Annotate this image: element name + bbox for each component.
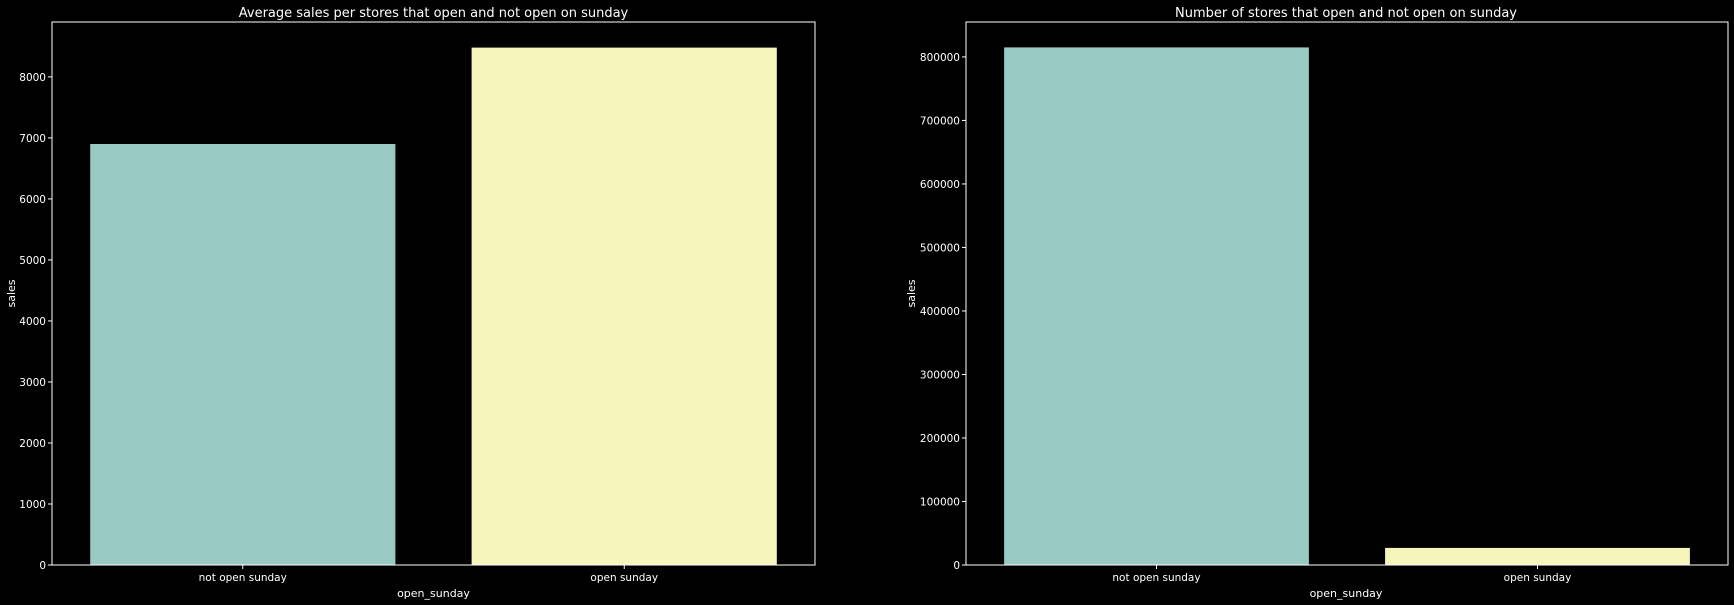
y-tick-label: 3000	[19, 377, 46, 389]
y-tick-label: 1000	[19, 499, 46, 511]
x-axis-label: open_sunday	[397, 587, 470, 600]
x-axis-label: open_sunday	[1310, 587, 1383, 600]
y-tick-label: 4000	[19, 316, 46, 328]
axes-frame	[965, 21, 1729, 566]
y-tick-label: 400000	[920, 306, 960, 318]
x-tick-label: open sunday	[1504, 572, 1572, 584]
y-tick-label: 300000	[920, 369, 960, 381]
y-tick-label: 200000	[920, 433, 960, 445]
y-tick-label: 2000	[19, 438, 46, 450]
y-axis: 0 100000 200000 300000 400000 500000 600000 700…	[920, 52, 966, 572]
bar-1	[471, 47, 777, 566]
bar-0	[90, 144, 396, 565]
x-tick-label: not open sunday	[1112, 572, 1200, 584]
y-axis: 0 1000 2000 3000 4000 5000 6000 7000 8000	[19, 72, 52, 572]
y-tick-label: 100000	[920, 496, 960, 508]
x-axis: not open sunday open sunday	[199, 565, 658, 584]
y-tick-label: 8000	[19, 72, 46, 84]
bar-0	[1004, 47, 1309, 565]
bar-group	[90, 47, 777, 566]
y-axis-label: sales	[905, 279, 918, 307]
axes-frame	[51, 21, 816, 566]
chart-title: Average sales per stores that open and n…	[239, 6, 629, 21]
x-tick-label: not open sunday	[199, 572, 287, 584]
bar-1	[1385, 547, 1690, 565]
y-axis-label: sales	[5, 279, 18, 307]
y-tick-label: 700000	[920, 115, 960, 127]
chart-title: Number of stores that open and not open …	[1175, 6, 1517, 21]
chart-store-count: Number of stores that open and not open …	[905, 6, 1729, 600]
y-tick-label: 500000	[920, 242, 960, 254]
bar-group	[1004, 47, 1690, 565]
chart-average-sales: Average sales per stores that open and n…	[5, 6, 816, 600]
y-tick-label: 0	[953, 560, 960, 572]
x-tick-label: open sunday	[590, 572, 658, 584]
y-tick-label: 800000	[920, 52, 960, 64]
y-tick-label: 7000	[19, 133, 46, 145]
y-tick-label: 600000	[920, 179, 960, 191]
y-tick-label: 0	[39, 560, 46, 572]
x-axis: not open sunday open sunday	[1112, 565, 1571, 584]
y-tick-label: 5000	[19, 255, 46, 267]
y-tick-label: 6000	[19, 194, 46, 206]
